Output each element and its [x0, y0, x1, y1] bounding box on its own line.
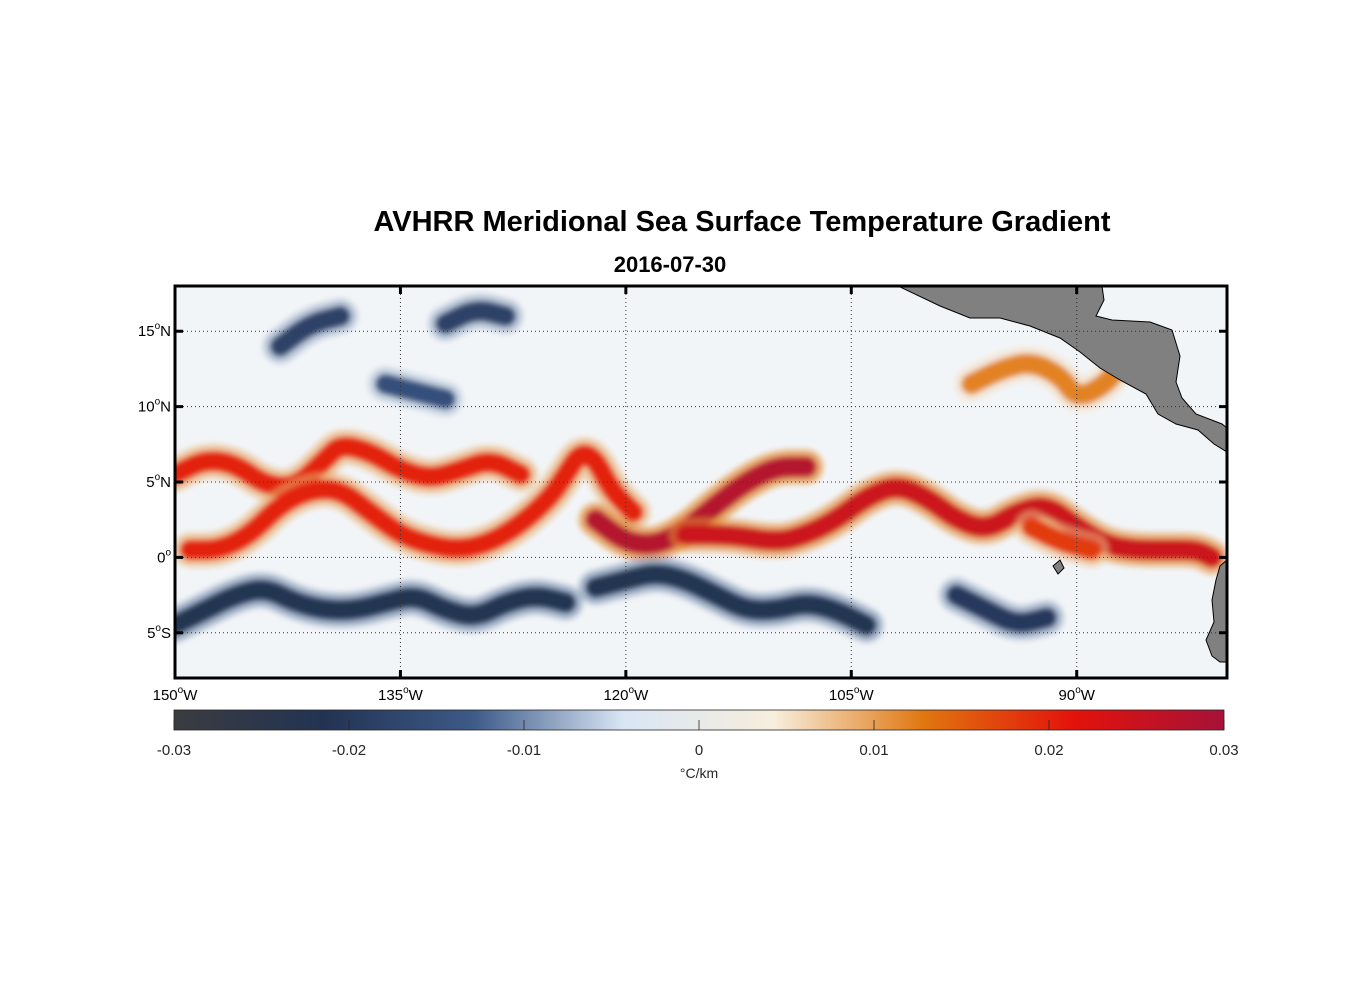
negative-front [175, 580, 576, 636]
positive-front [1021, 517, 1102, 560]
colorbar-tick-label: -0.03 [157, 742, 191, 759]
galapagos-island [1052, 559, 1065, 575]
x-tick-label: 90oW [1059, 685, 1096, 704]
x-axis-ticks: 150oW 135oW 120oW 105oW 90oW [153, 286, 1096, 704]
negative-front [270, 306, 351, 357]
chart-subtitle: 2016-07-30 [613, 252, 727, 277]
colorbar-tick-label: -0.01 [507, 742, 541, 759]
colorbar-tick-label: -0.02 [332, 742, 366, 759]
colorbar-tick-label: 0.01 [859, 742, 888, 759]
y-tick-label: 10oN [138, 397, 171, 416]
map-plot-area: 150oW 135oW 120oW 105oW 90oW 15oN 10oN 5oN 0o 5o… [138, 284, 1229, 704]
colorbar-tick-label: 0.03 [1209, 742, 1238, 759]
positive-front [175, 436, 531, 497]
x-tick-label: 150oW [153, 685, 199, 704]
y-tick-label: 0o [157, 547, 171, 566]
negative-front [946, 585, 1057, 633]
colorbar-ticks: -0.03 -0.02 -0.01 0 0.01 0.02 0.03 [157, 720, 1239, 759]
land-mask [897, 286, 1227, 663]
positive-front [675, 478, 1222, 568]
y-tick-label: 5oS [147, 623, 171, 642]
y-axis-ticks: 15oN 10oN 5oN 0o 5oS [138, 321, 1227, 642]
negative-front [375, 374, 456, 410]
positive-front [180, 444, 644, 560]
central-america-landmass [897, 286, 1227, 453]
gradient-field [175, 294, 1227, 643]
colorbar-tick-label: 0 [695, 742, 703, 759]
south-america-landmass [1205, 559, 1227, 663]
negative-front [435, 301, 516, 334]
positive-front [961, 351, 1132, 405]
colorbar-tick-label: 0.02 [1034, 742, 1063, 759]
colorbar: -0.03 -0.02 -0.01 0 0.01 0.02 0.03 °C/km [157, 709, 1239, 781]
chart-title: AVHRR Meridional Sea Surface Temperature… [373, 206, 1111, 238]
front-ribbons [175, 294, 1227, 643]
graticule [175, 286, 1227, 678]
x-tick-label: 105oW [829, 685, 875, 704]
colorbar-label: °C/km [680, 765, 718, 781]
x-tick-label: 135oW [378, 685, 424, 704]
negative-front [585, 564, 877, 636]
y-tick-label: 5oN [146, 472, 171, 491]
y-tick-label: 15oN [138, 321, 171, 340]
x-tick-label: 120oW [603, 685, 649, 704]
